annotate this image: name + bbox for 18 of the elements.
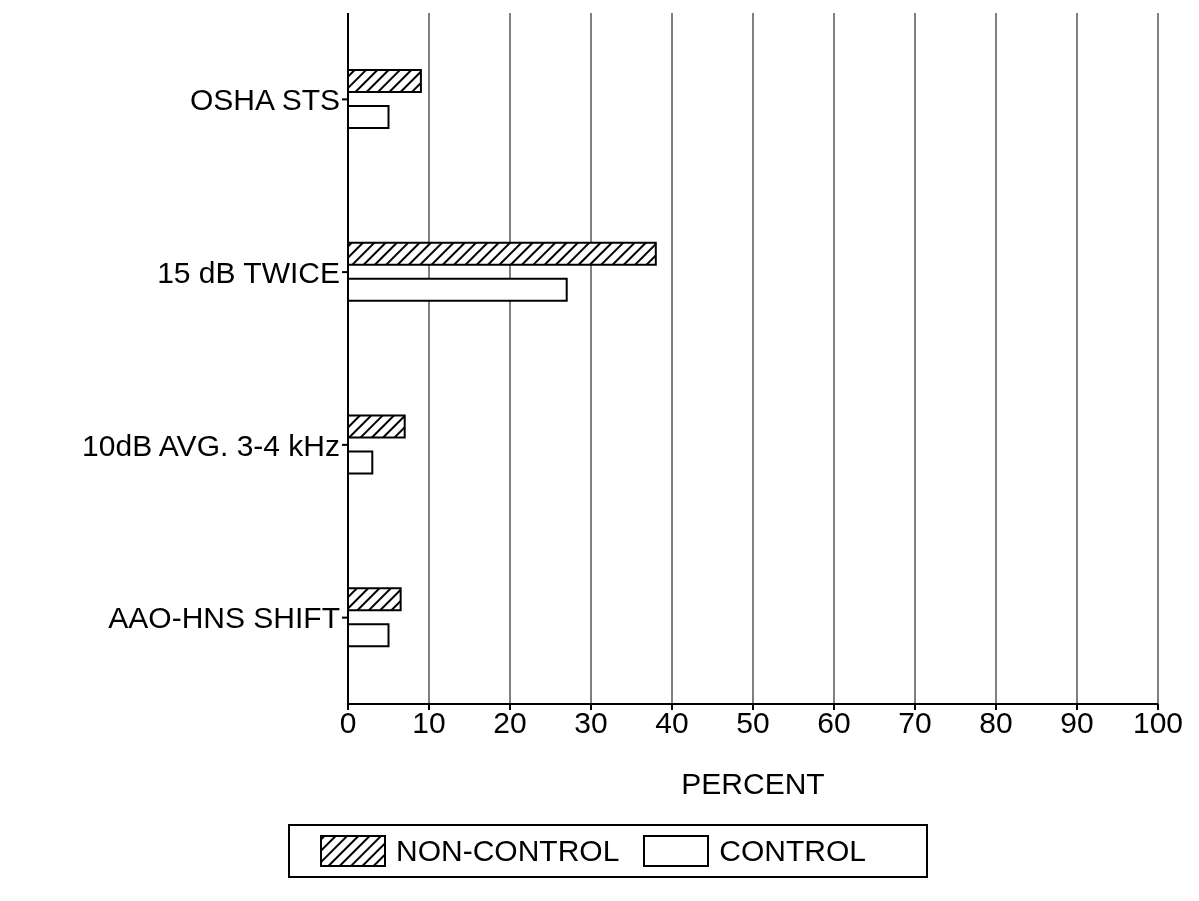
x-tick-label: 90 <box>1060 706 1094 740</box>
x-tick-label: 0 <box>339 706 357 740</box>
x-tick-label: 30 <box>574 706 608 740</box>
x-tick-label: 100 <box>1132 706 1184 740</box>
text: CONTROL <box>719 834 867 868</box>
x-tick-label: 50 <box>736 706 770 740</box>
y-tick-label: OSHA STS <box>189 83 340 117</box>
x-tick-label: 80 <box>979 706 1013 740</box>
y-tick-label: 10dB AVG. 3-4 kHz <box>82 428 340 462</box>
x-tick-label: 20 <box>493 706 527 740</box>
y-tick-label: AAO-HNS SHIFT <box>108 601 340 635</box>
x-axis-title: PERCENT <box>681 767 825 800</box>
x-tick-label: 60 <box>817 706 851 740</box>
legend-label: NON-CONTROL <box>396 834 620 868</box>
y-tick-label: 15 dB TWICE <box>157 255 340 289</box>
x-tick-label: 40 <box>655 706 689 740</box>
x-tick-label: 10 <box>412 706 446 740</box>
x-tick-label: 70 <box>898 706 932 740</box>
